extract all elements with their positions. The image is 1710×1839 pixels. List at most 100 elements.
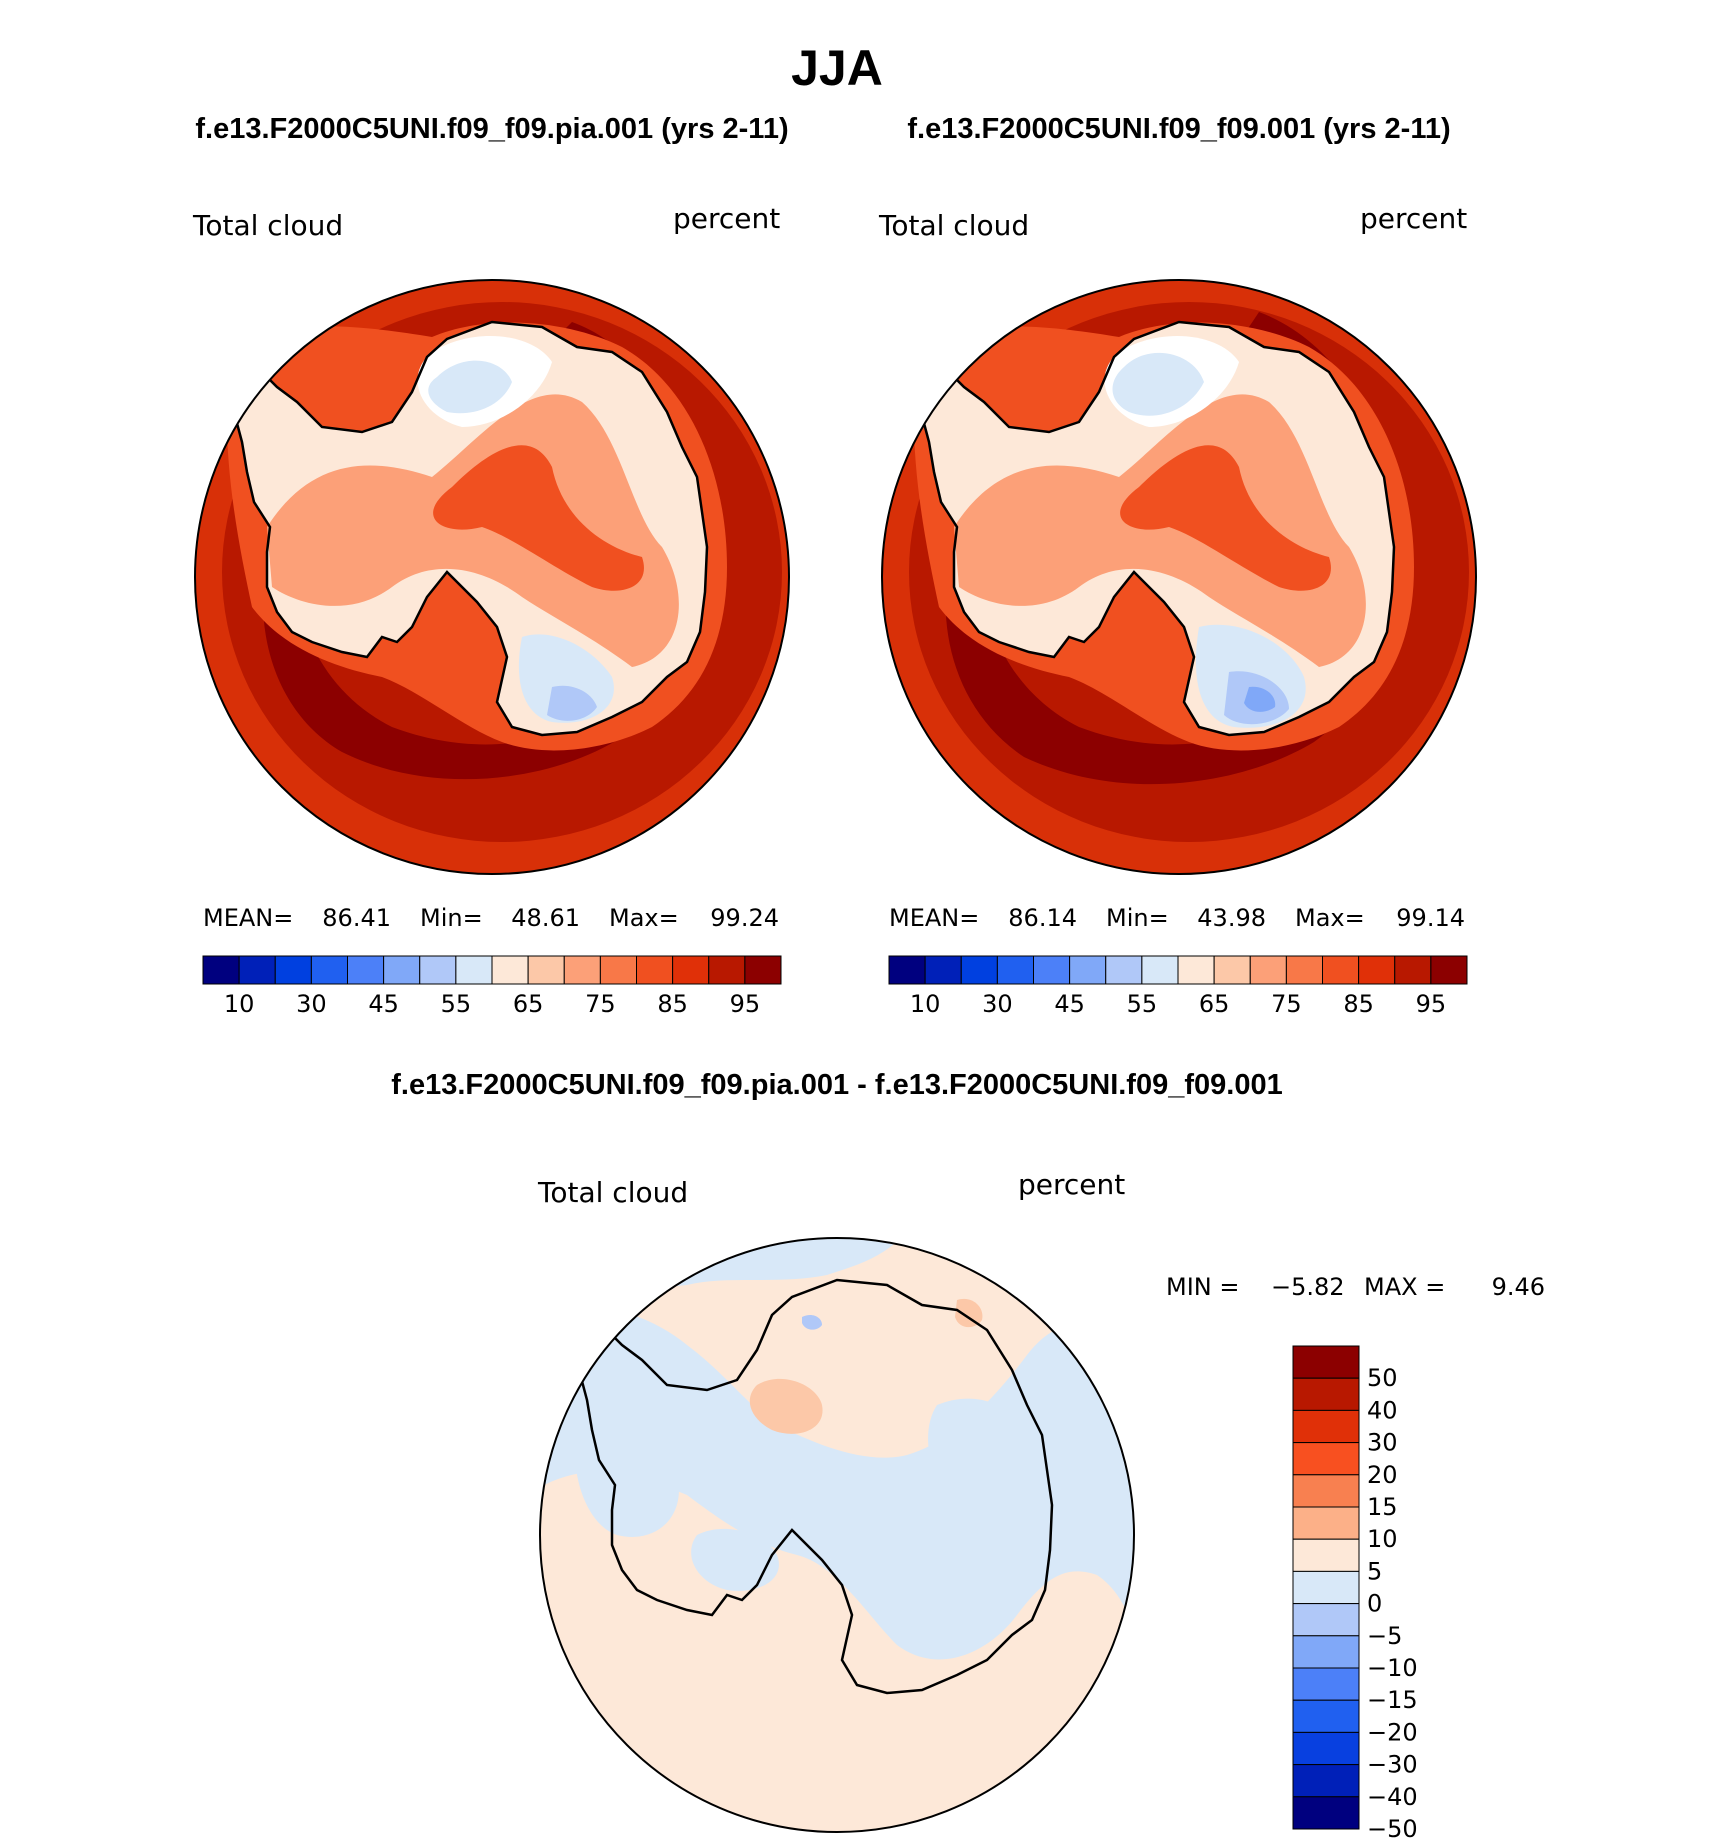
colorbar-swatch xyxy=(274,955,312,985)
colorbar-swatch xyxy=(1069,955,1107,985)
colorbar-swatch xyxy=(1358,955,1396,985)
min-label-diff: MIN = xyxy=(1166,1273,1239,1301)
colorbar-swatch xyxy=(563,955,601,985)
colorbar-swatch xyxy=(527,955,565,985)
colorbar-swatch xyxy=(1141,955,1179,985)
colorbar-tick-label: −10 xyxy=(1367,1654,1418,1682)
colorbar-swatch xyxy=(310,955,348,985)
colorbar-swatch xyxy=(672,955,710,985)
colorbar-tick-label: 40 xyxy=(1367,1396,1398,1424)
colorbar-swatch xyxy=(455,955,493,985)
colorbar-swatch xyxy=(1394,955,1432,985)
colorbar-tick-label: 45 xyxy=(368,990,399,1018)
colorbar-tick-label: 20 xyxy=(1367,1461,1398,1489)
colorbar-swatch xyxy=(924,955,962,985)
colorbar-tick-label: 55 xyxy=(1127,990,1158,1018)
colorbar-swatch xyxy=(1292,1603,1360,1637)
colorbar-swatch xyxy=(1292,1442,1360,1476)
colorbar-tick-label: 10 xyxy=(1367,1525,1398,1553)
colorbar-tick-label: 5 xyxy=(1367,1557,1382,1585)
colorbar-tick-label: 30 xyxy=(1367,1429,1398,1457)
panel-right: f.e13.F2000C5UNI.f09_f09.001 (yrs 2-11) … xyxy=(878,113,1477,1018)
max-label-left: Max= xyxy=(609,904,679,932)
colorbar-tick-label: 95 xyxy=(730,990,761,1018)
mean-value-left: 86.41 xyxy=(322,904,391,932)
map-border-diff xyxy=(539,1237,1135,1833)
colorbar-swatch xyxy=(996,955,1034,985)
case-title-diff: f.e13.F2000C5UNI.f09_f09.pia.001 - f.e13… xyxy=(391,1069,1282,1101)
colorbar-swatch xyxy=(1292,1699,1360,1733)
colorbar-tick-label: −50 xyxy=(1367,1815,1418,1839)
field-label-left: Total cloud xyxy=(192,209,343,242)
map-border-right xyxy=(881,279,1477,875)
colorbar-swatch xyxy=(1292,1377,1360,1411)
colorbar-swatch xyxy=(1292,1635,1360,1669)
colorbar-right: 10 30 45 55 65 75 85 95 xyxy=(888,955,1468,1018)
colorbar-tick-label: 85 xyxy=(657,990,688,1018)
colorbar-swatch xyxy=(1177,955,1215,985)
colorbar-swatch xyxy=(1292,1538,1360,1572)
colorbar-tick-label: −5 xyxy=(1367,1622,1402,1650)
colorbar-tick-label: 45 xyxy=(1054,990,1085,1018)
colorbar-tick-label: 75 xyxy=(1271,990,1302,1018)
colorbar-swatch xyxy=(491,955,529,985)
max-label-right: Max= xyxy=(1295,904,1365,932)
colorbar-swatch xyxy=(1285,955,1323,985)
colorbar-swatch xyxy=(1292,1731,1360,1766)
colorbar-swatch xyxy=(708,955,746,985)
colorbar-tick-label: −40 xyxy=(1367,1783,1418,1811)
panel-difference: f.e13.F2000C5UNI.f09_f09.pia.001 - f.e13… xyxy=(391,1069,1545,1839)
colorbar-tick-label: 50 xyxy=(1367,1364,1398,1392)
units-label-left: percent xyxy=(673,202,780,235)
colorbar-tick-label: −30 xyxy=(1367,1751,1418,1779)
case-title-left: f.e13.F2000C5UNI.f09_f09.pia.001 (yrs 2-… xyxy=(195,113,788,145)
colorbar-tick-label: 65 xyxy=(513,990,544,1018)
colorbar-swatch xyxy=(1292,1409,1360,1444)
colorbar-swatch xyxy=(744,955,782,985)
polar-map-diff xyxy=(540,1238,1134,1832)
colorbar-tick-label: −20 xyxy=(1367,1718,1418,1746)
max-value-left: 99.24 xyxy=(710,904,779,932)
season-title: JJA xyxy=(791,40,883,96)
colorbar-tick-label: 30 xyxy=(982,990,1013,1018)
colorbar-tick-label: 85 xyxy=(1343,990,1374,1018)
colorbar-swatch xyxy=(1292,1474,1360,1508)
colorbar-tick-label: 0 xyxy=(1367,1590,1382,1618)
colorbar-tick-label: 30 xyxy=(296,990,327,1018)
colorbar-swatch xyxy=(1292,1796,1360,1830)
colorbar-tick-label: 65 xyxy=(1199,990,1230,1018)
units-label-diff: percent xyxy=(1018,1168,1125,1201)
colorbar-tick-label: 95 xyxy=(1416,990,1447,1018)
max-value-diff: 9.46 xyxy=(1492,1273,1545,1301)
colorbar-tick-label: 75 xyxy=(585,990,616,1018)
colorbar-swatch xyxy=(1322,955,1360,985)
field-label-right: Total cloud xyxy=(878,209,1029,242)
colorbar-swatch xyxy=(1292,1570,1360,1605)
mean-value-right: 86.14 xyxy=(1008,904,1077,932)
max-value-right: 99.14 xyxy=(1396,904,1465,932)
colorbar-swatch xyxy=(1292,1667,1360,1701)
colorbar-swatch xyxy=(1292,1506,1360,1540)
polar-map-left xyxy=(195,280,789,874)
mean-label-right: MEAN= xyxy=(889,904,979,932)
min-label-left: Min= xyxy=(420,904,483,932)
colorbar-swatch xyxy=(1292,1345,1360,1379)
colorbar-swatch xyxy=(1105,955,1143,985)
colorbar-swatch xyxy=(1213,955,1251,985)
polar-map-right xyxy=(882,280,1476,874)
colorbar-swatch xyxy=(1033,955,1071,985)
colorbar-tick-label: 55 xyxy=(441,990,472,1018)
colorbar-tick-label: −15 xyxy=(1367,1686,1418,1714)
min-label-right: Min= xyxy=(1106,904,1169,932)
max-label-diff: MAX = xyxy=(1364,1273,1445,1301)
min-value-right: 43.98 xyxy=(1197,904,1266,932)
colorbar-tick-label: 10 xyxy=(910,990,941,1018)
colorbar-swatch xyxy=(202,955,240,985)
min-value-left: 48.61 xyxy=(511,904,580,932)
colorbar-swatch xyxy=(238,955,276,985)
min-value-diff: −5.82 xyxy=(1271,1273,1345,1301)
units-label-right: percent xyxy=(1360,202,1467,235)
colorbar-left: 10 30 45 55 65 75 85 95 xyxy=(202,955,782,1018)
